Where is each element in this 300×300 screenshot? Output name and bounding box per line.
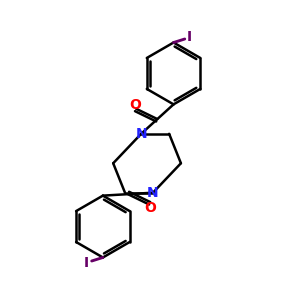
- Text: N: N: [135, 127, 147, 141]
- Text: O: O: [129, 98, 141, 112]
- Text: I: I: [187, 30, 192, 44]
- Text: I: I: [84, 256, 89, 270]
- Text: N: N: [147, 186, 159, 200]
- Text: O: O: [145, 201, 157, 215]
